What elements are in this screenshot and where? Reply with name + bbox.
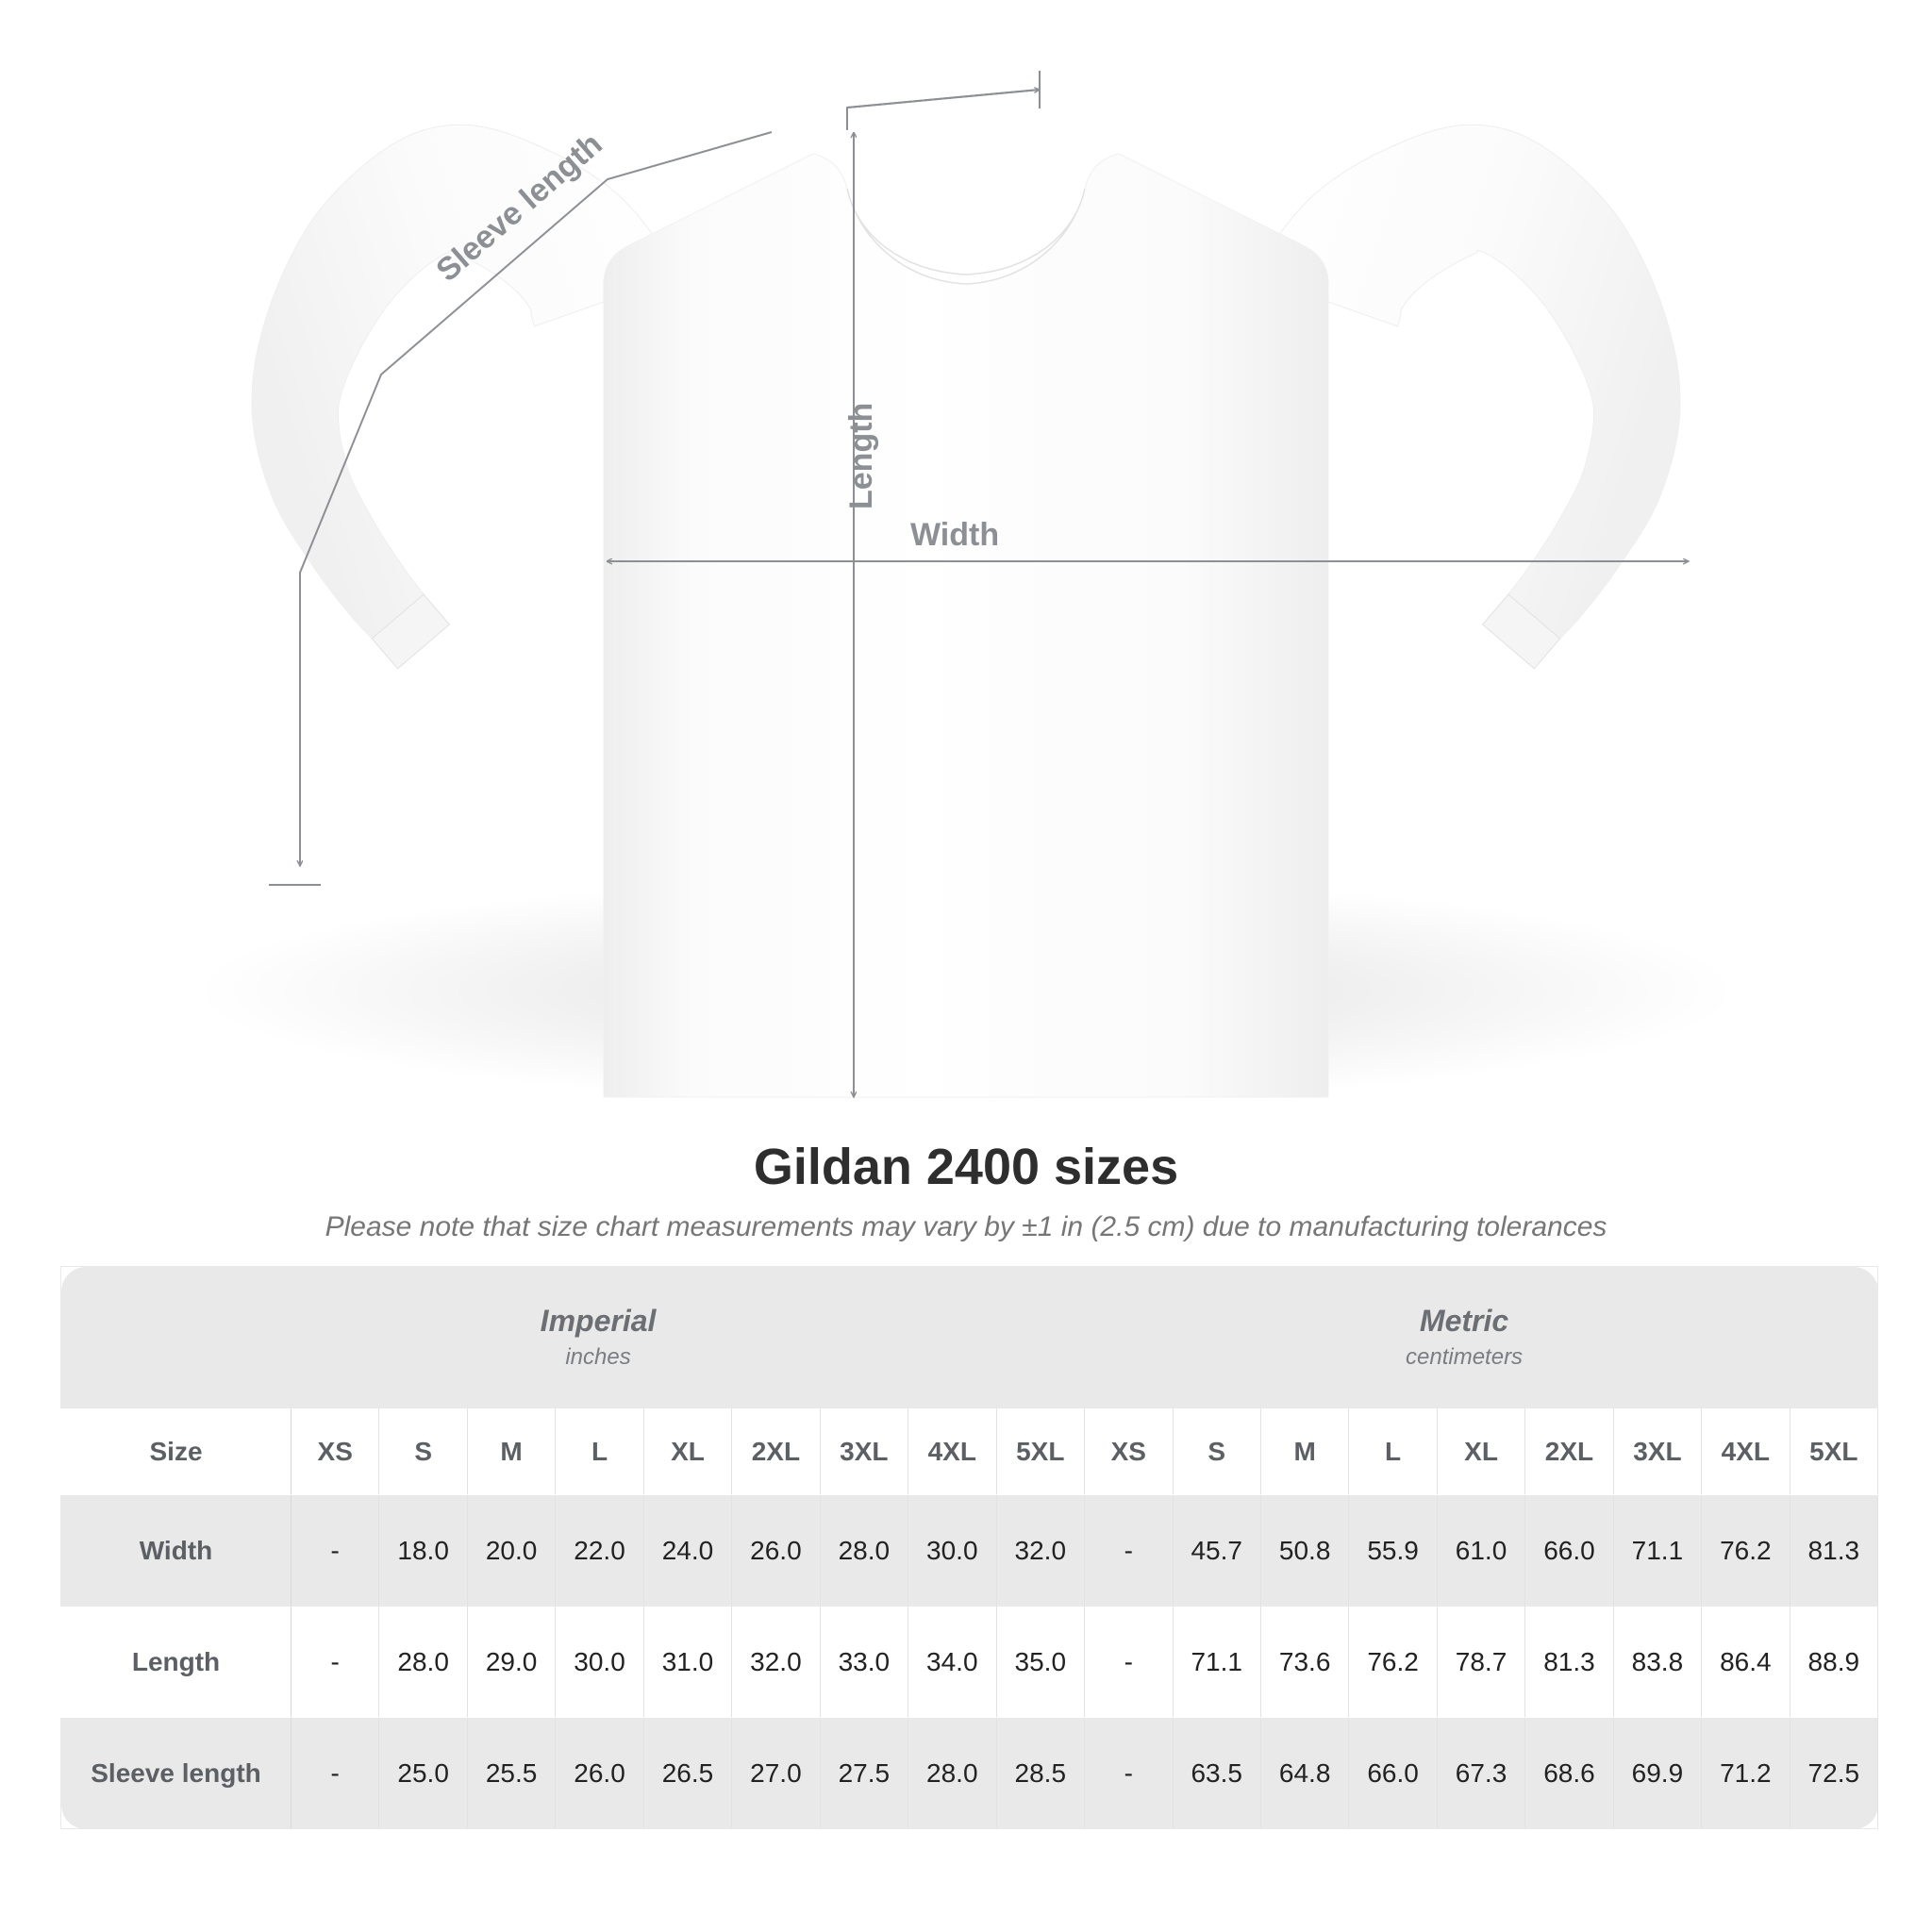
svg-text:Width: Width bbox=[910, 517, 999, 553]
svg-text:Length: Length bbox=[843, 403, 879, 509]
svg-text:Sleeve length: Sleeve length bbox=[429, 126, 608, 289]
